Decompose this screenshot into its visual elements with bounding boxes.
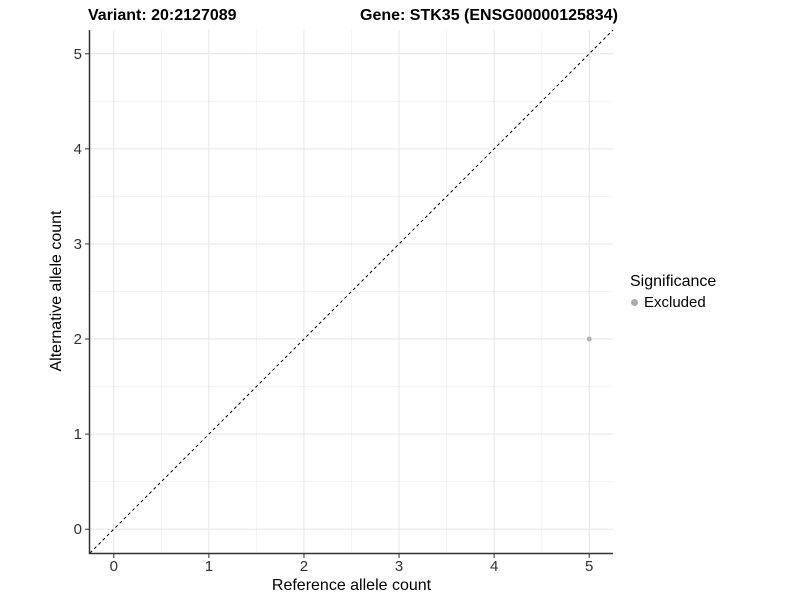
legend-item-label: Excluded (644, 294, 706, 311)
x-tick-label: 2 (300, 558, 308, 575)
y-tick-label: 2 (74, 331, 82, 348)
y-axis-title: Alternative allele count (48, 210, 65, 372)
legend: Significance Excluded (630, 272, 716, 311)
x-axis-title: Reference allele count (271, 577, 432, 594)
y-tick-label: 3 (74, 236, 82, 253)
x-tick-label: 3 (395, 558, 403, 575)
legend-item-excluded: Excluded (631, 294, 716, 311)
x-tick-label: 1 (205, 558, 213, 575)
gene-title: Gene: STK35 (ENSG00000125834) (360, 7, 618, 24)
data-point (586, 336, 592, 342)
legend-title: Significance (630, 273, 717, 290)
x-tick-label: 0 (110, 558, 118, 575)
y-tick-label: 5 (74, 46, 82, 63)
x-tick-label: 5 (585, 558, 593, 575)
y-tick-label: 4 (74, 141, 82, 158)
y-tick-label: 0 (74, 521, 82, 538)
excluded-dot-icon (631, 299, 638, 306)
y-tick-label: 1 (74, 426, 82, 443)
variant-title: Variant: 20:2127089 (88, 7, 237, 24)
x-tick-label: 4 (490, 558, 498, 575)
